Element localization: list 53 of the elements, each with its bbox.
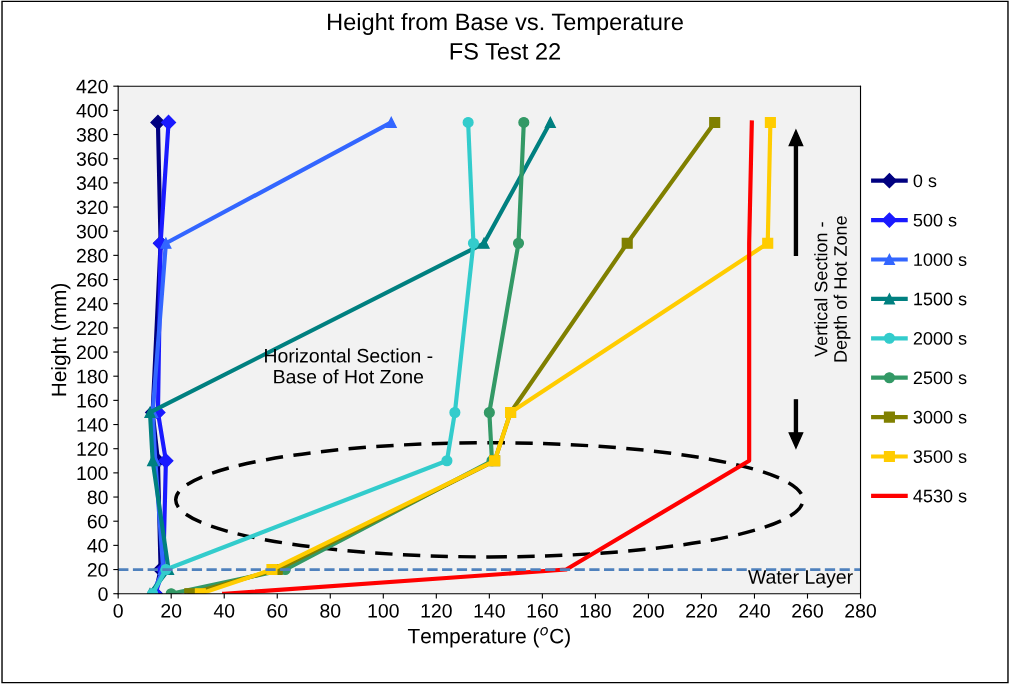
x-tick-label: 200: [633, 603, 664, 618]
y-tick-label: 160: [77, 393, 108, 408]
x-tick-label: 180: [580, 603, 611, 618]
y-tick-label: 420: [76, 79, 108, 94]
y-tick-label: 120: [77, 442, 108, 456]
y-tick-label: 200: [76, 345, 108, 360]
y-tick-label: 60: [87, 514, 108, 529]
x-tick-label: 140: [474, 603, 505, 618]
y-tick-label: 360: [76, 152, 108, 166]
x-tick-label: 60: [267, 603, 288, 618]
x-tick-label: 160: [527, 603, 558, 618]
legend-label: 2000 s: [913, 332, 967, 345]
y-tick-label: 400: [76, 103, 108, 118]
y-tick-label: 180: [77, 369, 108, 384]
chart-title: Height from Base vs. Temperature: [328, 12, 683, 35]
legend-label: 2500 s: [913, 371, 967, 385]
y-tick-label: 320: [76, 200, 108, 215]
x-tick-label: 240: [739, 603, 770, 618]
x-tick-label: 0: [113, 603, 123, 618]
y-tick-label: 80: [87, 490, 108, 505]
y-tick-label: 280: [76, 248, 108, 263]
legend-label: 3500 s: [913, 450, 967, 463]
x-tick-label: 280: [845, 603, 876, 618]
y-tick-label: 240: [76, 297, 108, 311]
x-tick-label: 220: [686, 603, 717, 618]
y-tick-label: 220: [76, 321, 108, 336]
y-tick-label: 260: [76, 273, 108, 287]
legend-label: 3000 s: [913, 410, 967, 424]
x-tick-label: 120: [421, 603, 452, 618]
y-tick-label: 20: [87, 563, 108, 577]
chart-subtitle: FS Test 22: [450, 42, 561, 60]
y-tick-label: 0: [98, 587, 108, 601]
y-tick-label: 340: [76, 176, 108, 191]
ref-line-label: Water Layer: [748, 570, 853, 588]
y-tick-label: 300: [76, 224, 108, 239]
legend-label: 500 s: [913, 213, 957, 227]
y-tick-label: 140: [77, 418, 108, 432]
x-tick-label: 100: [368, 603, 399, 618]
legend-label: 1500 s: [914, 292, 967, 306]
y-tick-label: 100: [77, 466, 108, 481]
y-tick-label: 380: [76, 127, 108, 142]
x-tick-label: 80: [320, 603, 341, 618]
legend-label: 4530 s: [913, 489, 967, 503]
x-tick-label: 260: [792, 603, 823, 618]
annotation: Horizontal Section - Base of Hot Zone: [265, 348, 433, 384]
x-axis-title: Temperature ($^{o}$C): [407, 627, 570, 648]
x-tick-label: 40: [213, 603, 235, 618]
legend-label: 0 s: [913, 174, 937, 188]
annotation: Vertical Section - Depth of Hot Zone: [814, 216, 851, 362]
legend-label: 1000 s: [914, 253, 967, 266]
y-axis-title: Height (mm): [51, 283, 71, 396]
y-tick-label: 40: [87, 538, 108, 553]
x-tick-label: 20: [161, 603, 182, 618]
